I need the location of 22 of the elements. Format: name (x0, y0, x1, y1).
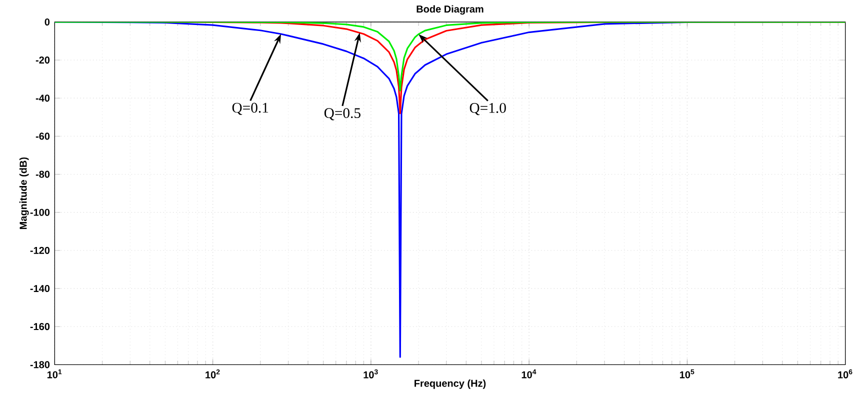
y-tick-label: -80 (36, 170, 50, 178)
x-tick-label: 10$^{6}$ (838, 369, 852, 378)
x-tick-label: 10$^{4}$ (522, 369, 536, 378)
y-tick-label: -120 (30, 246, 50, 254)
y-tick-label: -160 (30, 323, 50, 330)
y-tick-label: 0 (44, 18, 50, 26)
y-tick-label: -20 (36, 56, 50, 64)
annotation: Q=0.5 (324, 108, 360, 120)
x-tick-label: 10$^{2}$ (206, 369, 220, 378)
annotation: Q=1.0 (470, 102, 506, 116)
y-tick-label: -180 (30, 361, 50, 368)
y-tick-label: -60 (36, 132, 50, 140)
y-tick-label: -100 (30, 208, 50, 216)
y-tick-label: -40 (36, 94, 50, 102)
x-tick-label: 10$^{1}$ (47, 369, 62, 378)
x-tick-label: 10$^{3}$ (364, 369, 378, 378)
x-axis-title: Frequency (Hz) (414, 380, 486, 389)
chart-title: Bode Diagram (416, 5, 484, 15)
y-tick-label: -140 (30, 284, 50, 292)
annotation: Q=0.1 (232, 102, 268, 115)
y-axis-title: Magnitude (dB) (19, 157, 29, 230)
x-tick-label: 10$^{5}$ (680, 369, 694, 378)
